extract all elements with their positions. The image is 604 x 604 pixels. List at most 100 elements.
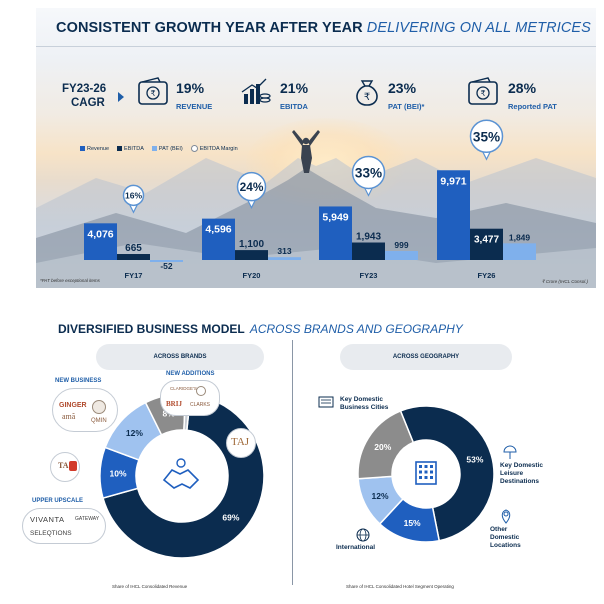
play-arrow-icon [118, 92, 124, 102]
geo-label-international: International [336, 544, 376, 551]
growth-panel: CONSISTENT GROWTH YEAR AFTER YEAR DELIVER… [36, 8, 596, 288]
bar-value-label: 5,949 [322, 211, 348, 223]
bubble-circle [122, 184, 145, 207]
brands-slice-label: 69% [222, 512, 239, 522]
beach-umbrella-icon [503, 445, 517, 459]
new-additions-label: NEW ADDITIONS [166, 371, 215, 377]
legend-ebitda: EBITDA [117, 146, 144, 152]
legend-label: PAT (BEI) [158, 145, 183, 152]
bar-ebitda-fy20 [235, 250, 268, 260]
tree-of-life-icon [92, 400, 106, 414]
legend-revenue: Revenue [80, 146, 109, 152]
geo-center [393, 441, 459, 507]
taj-badge [226, 428, 256, 458]
title-divider [36, 46, 596, 47]
geography-caption: Share of IHCL Consolidated Hotel Segment… [346, 584, 454, 589]
building-icon [318, 396, 334, 408]
svg-text:₹: ₹ [480, 89, 485, 98]
taj-logo: TAJ [231, 436, 250, 448]
section-divider [292, 340, 293, 585]
ebitda-margin-label: 33% [355, 166, 382, 181]
legend-pat: PAT (BEI) [151, 145, 183, 152]
upper-upscale-logos [22, 508, 106, 544]
ebitda-margin-label: 35% [473, 129, 500, 144]
money-bag-rupee-icon: ₹ [356, 80, 378, 106]
bar-value-label: 9,971 [440, 175, 466, 187]
geo-label-other-domestic: Other Domestic Locations [490, 526, 521, 549]
category-label-fy26: FY26 [478, 271, 496, 280]
brands-slice-label: 12% [126, 428, 143, 438]
bar-ebitda-fy23 [352, 242, 385, 260]
ebitda-margin-bubble-fy26: 35% [469, 119, 504, 161]
title-italic: DELIVERING ON ALL METRICES [366, 20, 591, 36]
kpi-pat-value: 23% [388, 80, 417, 96]
cagr-label: FY23-26 CAGR [62, 82, 106, 110]
brands-slice-label: 10% [110, 468, 127, 478]
ebitda-margin-bubble-fy20: 24% [236, 171, 267, 209]
section-title-italic: ACROSS BRANDS AND GEOGRAPHY [249, 322, 463, 336]
ebitda-margin-label: 24% [240, 180, 264, 194]
ebitda-margin-bubble-fy23: 33% [351, 155, 386, 197]
bar-coins-icon [241, 78, 271, 104]
kpi-revenue-value: 19% [176, 80, 205, 96]
ebitda-margin-bubble-fy17: 16% [122, 184, 145, 214]
geo-slice-label: 12% [371, 491, 388, 501]
brij-logo: BRIJ [166, 400, 182, 408]
bar-revenue-fy20 [202, 218, 235, 260]
cagr-label-line1: FY23-26 [62, 83, 107, 95]
new-business-label: NEW BUSINESS [55, 378, 102, 384]
bar-ebitda-fy26 [470, 228, 503, 260]
legend-swatch-ebitda [117, 146, 123, 151]
red-tag-icon [69, 461, 77, 471]
upper-upscale-label: UPPER UPSCALE [32, 498, 84, 504]
legend-swatch-margin [190, 145, 198, 152]
geo-label-business-cities: Key Domestic Business Cities [340, 396, 389, 411]
cagr-label-line2: CAGR [71, 97, 105, 109]
qmin-logo: QMIN [91, 418, 107, 424]
seleqtions-logo: SELEQTIONS [30, 530, 72, 537]
vivanta-logo: VIVANTA [30, 515, 65, 524]
gateway-logo: GATEWAY [75, 516, 100, 522]
kpi-reported-pat-label: Reported PAT [508, 102, 557, 111]
kpi-ebitda-label: EBITDA [280, 102, 308, 111]
geography-pill: ACROSS GEOGRAPHY [340, 344, 512, 370]
bar-value-label: 1,100 [239, 239, 264, 250]
category-label-fy23: FY23 [360, 271, 378, 280]
ginger-logo: GINGER [59, 402, 87, 409]
bar-pat-bei--fy17 [150, 260, 183, 262]
footnote-pat: *PAT before exceptional items [40, 278, 100, 283]
title-text: CONSISTENT GROWTH YEAR AFTER YEAR [56, 20, 363, 36]
kpi-pat-label: PAT (BEI)* [388, 102, 425, 111]
bar-pat-bei--fy23 [385, 251, 418, 260]
brands-center [137, 431, 227, 521]
legend-swatch-pat [151, 146, 157, 151]
bar-value-label: 4,076 [87, 228, 113, 240]
bubble-circle [236, 171, 267, 202]
category-label-fy20: FY20 [243, 271, 261, 280]
legend-swatch-revenue [80, 146, 85, 151]
bar-value-label: -52 [160, 261, 173, 271]
handshake-icon [162, 458, 200, 489]
new-business-logos [52, 388, 118, 432]
new-additions-logos [160, 380, 220, 416]
legend-label: EBITDA [124, 145, 144, 152]
hotel-icon [415, 461, 437, 485]
person-silhouette [292, 130, 320, 173]
taj-letter-logo: TA [58, 461, 69, 470]
legend-margin: EBITDA Margin [190, 145, 238, 152]
geo-label-leisure: Key Domestic Leisure Destinations [500, 462, 543, 485]
legend-label: EBITDA Margin [199, 145, 238, 152]
chart-legend: Revenue EBITDA PAT (BEI) EBITDA Margin [80, 145, 238, 152]
bubble-circle [351, 155, 386, 190]
bar-value-label: 999 [394, 240, 408, 250]
kpi-reported-pat-value: 28% [508, 80, 537, 96]
bar-value-label: 4,596 [205, 224, 231, 236]
map-pin-icon [501, 509, 511, 524]
bubble-circle [469, 119, 504, 154]
page-title: CONSISTENT GROWTH YEAR AFTER YEAR DELIVER… [56, 20, 591, 36]
legend-label: Revenue [87, 145, 110, 152]
bar-value-label: 1,849 [509, 232, 531, 242]
section-title-text: DIVERSIFIED BUSINESS MODEL [58, 322, 245, 336]
geo-slice-label: 15% [404, 518, 421, 528]
